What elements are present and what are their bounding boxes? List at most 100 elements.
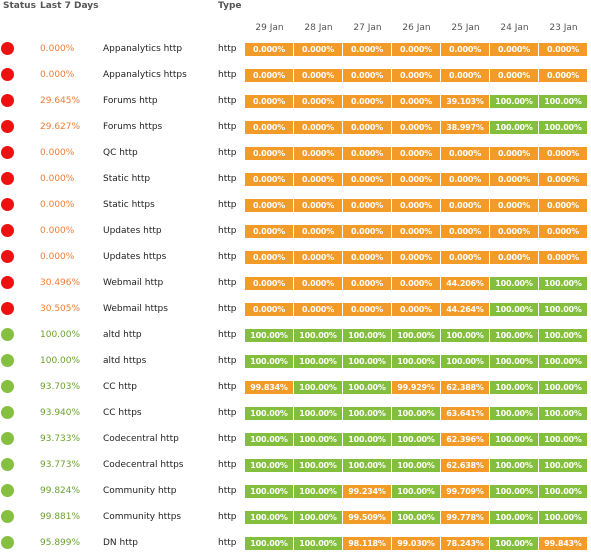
service-name[interactable]: altd http (103, 330, 142, 340)
table-row[interactable]: 99.881% Community https http 100.00% 100.00%… (0, 503, 591, 529)
service-name[interactable]: Updates https (103, 252, 167, 262)
table-row[interactable]: 99.824% Community http http 100.00% 100.00% 9… (0, 477, 591, 503)
table-row[interactable]: 0.000% Static http http 0.000% 0.000% 0.000% 0… (0, 165, 591, 191)
daily-uptime-cell: 0.000% (343, 69, 391, 82)
status-indicator-icon (1, 328, 14, 341)
daily-uptime-cell: 100.00% (539, 355, 587, 368)
service-name[interactable]: Community https (103, 512, 182, 522)
status-indicator-icon (1, 432, 14, 445)
daily-uptime-cell: 100.00% (490, 459, 538, 472)
daily-uptime-cell: 99.929% (392, 381, 440, 394)
table-row[interactable]: 0.000% Static https http 0.000% 0.000% 0.000%… (0, 191, 591, 217)
column-header-last7[interactable]: Last 7 Days (40, 1, 99, 11)
table-row[interactable]: 29.627% Forums https http 0.000% 0.000% 0.000… (0, 113, 591, 139)
daily-uptime-cell: 100.00% (539, 95, 587, 108)
date-header: 27 Jan (353, 23, 382, 33)
daily-uptime-cell: 100.00% (539, 407, 587, 420)
service-name[interactable]: Static https (103, 200, 155, 210)
uptime-percentage: 95.899% (40, 538, 81, 548)
daily-uptime-cell: 0.000% (294, 121, 342, 134)
table-row[interactable]: 0.000% Updates http http 0.000% 0.000% 0.000%… (0, 217, 591, 243)
date-header: 28 Jan (304, 23, 333, 33)
table-row[interactable]: 30.496% Webmail http http 0.000% 0.000% 0.000… (0, 269, 591, 295)
service-name[interactable]: Codecentral https (103, 460, 184, 470)
status-indicator-icon (1, 406, 14, 419)
table-row[interactable]: 100.00% altd https http 100.00% 100.00% 100.0… (0, 347, 591, 373)
table-row[interactable]: 93.940% CC https http 100.00% 100.00% 100.00%… (0, 399, 591, 425)
daily-uptime-cell: 100.00% (245, 433, 293, 446)
daily-uptime-cell: 0.000% (392, 199, 440, 212)
daily-uptime-cell: 0.000% (441, 43, 489, 56)
table-row[interactable]: 0.000% Appanalytics https http 0.000% 0.000%… (0, 61, 591, 87)
uptime-percentage: 0.000% (40, 70, 75, 80)
daily-uptime-cell: 0.000% (490, 69, 538, 82)
uptime-percentage: 93.773% (40, 460, 81, 470)
table-row[interactable]: 30.505% Webmail https http 0.000% 0.000% 0.00… (0, 295, 591, 321)
daily-uptime-cell: 99.778% (441, 511, 489, 524)
service-type: http (218, 174, 237, 184)
daily-uptime-cell: 100.00% (490, 537, 538, 550)
daily-uptime-cell: 0.000% (294, 147, 342, 160)
daily-uptime-cell: 0.000% (441, 69, 489, 82)
daily-uptime-cell: 100.00% (539, 433, 587, 446)
service-name[interactable]: Appanalytics https (103, 70, 187, 80)
daily-uptime-cell: 0.000% (294, 277, 342, 290)
status-indicator-icon (1, 276, 14, 289)
daily-uptime-cell: 0.000% (294, 225, 342, 238)
table-row[interactable]: 100.00% altd http http 100.00% 100.00% 100.00… (0, 321, 591, 347)
daily-uptime-cell: 0.000% (392, 43, 440, 56)
table-row[interactable]: 0.000% Appanalytics http http 0.000% 0.000% 0… (0, 35, 591, 61)
table-row[interactable]: 0.000% QC http http 0.000% 0.000% 0.000% 0.000… (0, 139, 591, 165)
date-header: 29 Jan (255, 23, 284, 33)
daily-uptime-cell: 99.709% (441, 485, 489, 498)
daily-uptime-cell: 0.000% (343, 225, 391, 238)
column-header-status[interactable]: Status (3, 1, 36, 11)
daily-uptime-cell: 0.000% (441, 251, 489, 264)
daily-uptime-cell: 0.000% (245, 199, 293, 212)
table-row[interactable]: 29.645% Forums http http 0.000% 0.000% 0.000%… (0, 87, 591, 113)
daily-uptime-cell: 0.000% (441, 199, 489, 212)
daily-uptime-cell: 100.00% (343, 459, 391, 472)
daily-uptime-cell: 100.00% (392, 459, 440, 472)
daily-uptime-cell: 100.00% (294, 459, 342, 472)
table-row[interactable]: 93.703% CC http http 99.834% 100.00% 100.00% 9… (0, 373, 591, 399)
status-indicator-icon (1, 198, 14, 211)
service-name[interactable]: CC http (103, 382, 137, 392)
daily-uptime-cell: 100.00% (343, 381, 391, 394)
status-indicator-icon (1, 42, 14, 55)
column-header-type[interactable]: Type (218, 1, 242, 11)
daily-uptime-cell: 0.000% (539, 251, 587, 264)
service-name[interactable]: Webmail http (103, 278, 164, 288)
table-row[interactable]: 95.899% DN http http 100.00% 100.00% 98.118% 9… (0, 529, 591, 555)
daily-uptime-cell: 0.000% (539, 69, 587, 82)
service-name[interactable]: Updates http (103, 226, 162, 236)
daily-uptime-cell: 0.000% (392, 277, 440, 290)
daily-uptime-cell: 0.000% (539, 173, 587, 186)
service-name[interactable]: QC http (103, 148, 138, 158)
service-name[interactable]: DN http (103, 538, 138, 548)
service-name[interactable]: Static http (103, 174, 151, 184)
service-name[interactable]: Appanalytics http (103, 44, 183, 54)
service-name[interactable]: Codecentral http (103, 434, 179, 444)
table-row[interactable]: 93.733% Codecentral http http 100.00% 100.00… (0, 425, 591, 451)
daily-uptime-cell: 0.000% (245, 147, 293, 160)
service-name[interactable]: Forums http (103, 96, 158, 106)
daily-uptime-cell: 100.00% (294, 511, 342, 524)
service-type: http (218, 148, 237, 158)
table-row[interactable]: 0.000% Updates https http 0.000% 0.000% 0.000… (0, 243, 591, 269)
service-type: http (218, 44, 237, 54)
table-row[interactable]: 93.773% Codecentral https http 100.00% 100.0… (0, 451, 591, 477)
service-name[interactable]: CC https (103, 408, 142, 418)
service-name[interactable]: Forums https (103, 122, 163, 132)
daily-uptime-cell: 100.00% (343, 355, 391, 368)
service-name[interactable]: Community http (103, 486, 177, 496)
daily-uptime-cell: 0.000% (294, 199, 342, 212)
daily-uptime-cell: 100.00% (539, 329, 587, 342)
service-name[interactable]: Webmail https (103, 304, 168, 314)
daily-uptime-cell: 100.00% (245, 355, 293, 368)
status-indicator-icon (1, 354, 14, 367)
daily-uptime-cell: 100.00% (294, 381, 342, 394)
daily-uptime-cell: 100.00% (490, 485, 538, 498)
daily-uptime-cell: 0.000% (392, 95, 440, 108)
service-name[interactable]: altd https (103, 356, 147, 366)
